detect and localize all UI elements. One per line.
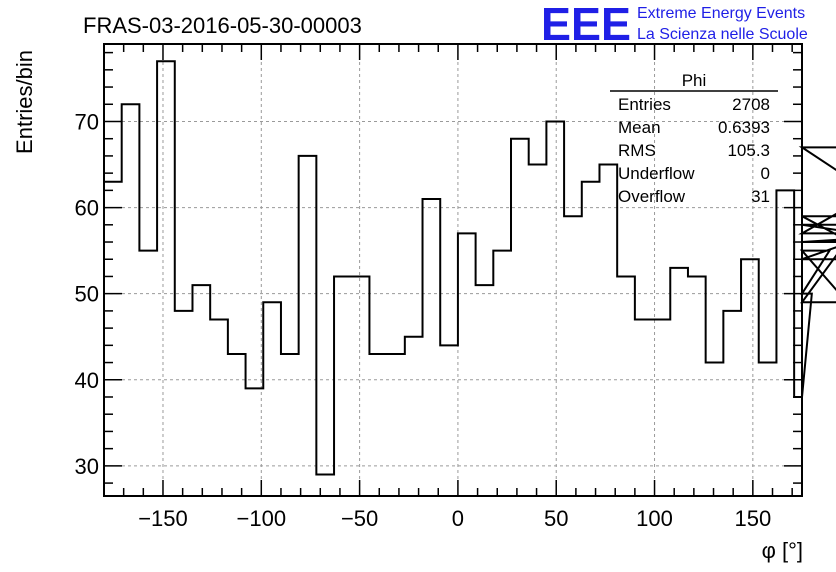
plot-frame <box>103 43 803 497</box>
y-axis-label: Entries/bin <box>12 50 37 154</box>
y-tick-label: 30 <box>75 454 99 479</box>
stats-box: Phi Entries 2708 Mean 0.6393 RMS 105.3 Underfl… <box>610 71 778 206</box>
stat-value: 2708 <box>732 95 770 114</box>
x-tick-label: −50 <box>341 506 378 531</box>
stat-label: Entries <box>618 95 671 114</box>
x-tick-label: −100 <box>237 506 287 531</box>
stat-value: 0 <box>761 164 770 183</box>
chart-title: FRAS-03-2016-05-30-00003 <box>83 13 362 38</box>
stats-name: Phi <box>682 71 707 90</box>
y-tick-label: 50 <box>75 282 99 307</box>
x-axis-label: φ [°] <box>762 538 803 563</box>
x-tick-label: 0 <box>452 506 464 531</box>
x-tick-labels: −150 −100 −50 0 50 100 150 <box>138 506 771 531</box>
logo-line-1: Extreme Energy Events <box>637 5 805 22</box>
x-tick-label: 150 <box>734 506 771 531</box>
stat-value: 0.6393 <box>718 118 770 137</box>
x-tick-label: 100 <box>636 506 673 531</box>
eee-logo: EEE Extreme Energy Events La Scienza nel… <box>541 0 808 50</box>
stat-label: Underflow <box>618 164 695 183</box>
stat-label: Overflow <box>618 187 686 206</box>
y-tick-label: 70 <box>75 109 99 134</box>
y-tick-labels: 30 40 50 60 70 <box>75 109 99 478</box>
axis-ticks <box>104 44 802 496</box>
x-tick-label: −150 <box>138 506 188 531</box>
stat-label: RMS <box>618 141 656 160</box>
y-tick-label: 40 <box>75 368 99 393</box>
stat-value: 31 <box>751 187 770 206</box>
logo-line-2: La Scienza nelle Scuole <box>637 26 808 43</box>
stat-value: 105.3 <box>727 141 770 160</box>
grid-lines <box>104 44 802 496</box>
stat-label: Mean <box>618 118 661 137</box>
x-tick-label: 50 <box>544 506 568 531</box>
y-tick-label: 60 <box>75 196 99 221</box>
histogram-line <box>103 60 836 496</box>
stats-rows: Entries 2708 Mean 0.6393 RMS 105.3 Underflow 0 O… <box>618 95 770 206</box>
eee-logo-mark: EEE <box>541 0 631 50</box>
